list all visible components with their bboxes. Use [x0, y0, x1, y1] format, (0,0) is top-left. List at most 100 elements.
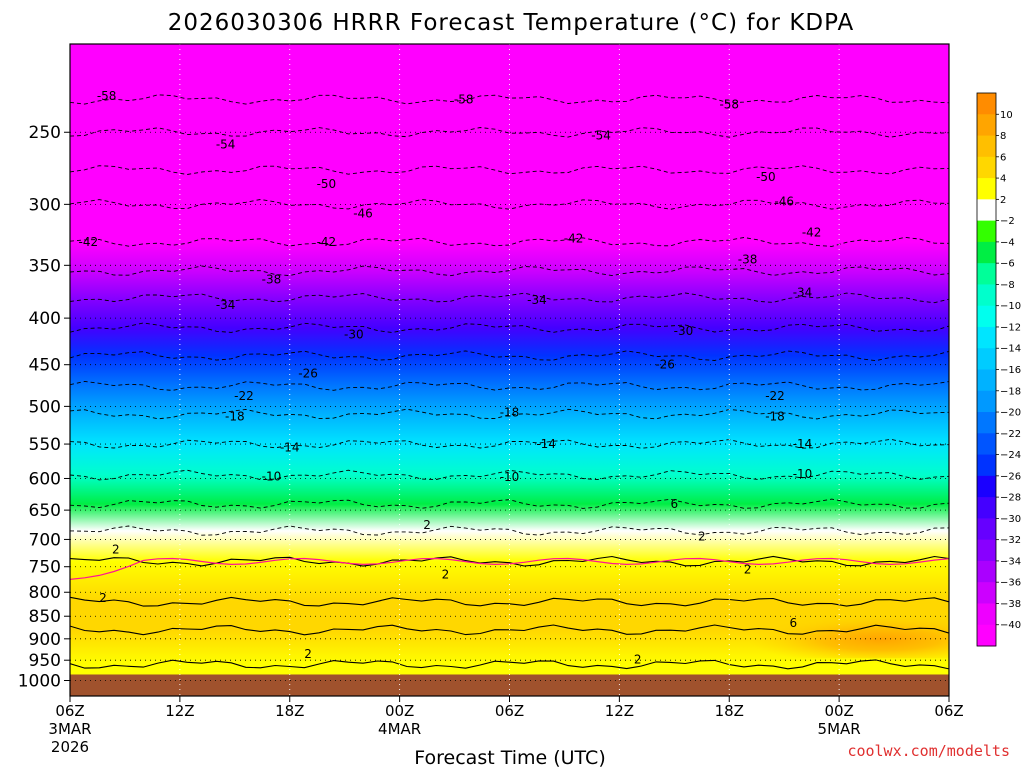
y-tick-label: 550: [29, 435, 61, 455]
chart-title: 2026030306 HRRR Forecast Temperature (°C…: [168, 10, 855, 36]
x-tick-label: 5MAR: [818, 720, 861, 738]
x-tick-label: 12Z: [165, 702, 194, 720]
x-tick-label: 18Z: [715, 702, 744, 720]
contour-line: [70, 322, 949, 333]
colorbar-label: 10: [1000, 110, 1013, 121]
contour-line: [70, 596, 949, 607]
colorbar-swatch: [977, 539, 996, 562]
contour-label: -58: [97, 89, 117, 103]
y-tick-label: 650: [29, 501, 61, 521]
contour-label: -14: [793, 437, 813, 451]
colorbar-swatch: [977, 582, 996, 604]
ground-layer: [70, 674, 949, 696]
colorbar-swatch: [977, 178, 996, 200]
x-axis-label: Forecast Time (UTC): [414, 747, 605, 768]
y-tick-label: 1000: [18, 671, 61, 691]
colorbar-swatch: [977, 475, 996, 498]
colorbar-label: 8: [1000, 131, 1006, 142]
contour-line: [70, 292, 949, 304]
contour-label: -54: [591, 128, 611, 142]
y-tick-label: 700: [29, 530, 61, 550]
contour-label: -38: [262, 273, 282, 287]
contour-label: -26: [655, 358, 675, 372]
contour-label: 2: [304, 647, 312, 661]
contour-line: [70, 236, 949, 247]
contour-label: 2: [112, 542, 120, 556]
x-tick-label: 06Z: [55, 702, 84, 720]
colorbar-swatch: [977, 220, 996, 243]
contour-label: -42: [802, 225, 822, 239]
colorbar-swatch: [977, 433, 996, 456]
contour-label: -34: [216, 298, 236, 312]
y-tick-label: 500: [29, 397, 61, 417]
contour-line: [70, 199, 949, 210]
colorbar-swatch: [977, 241, 996, 264]
y-tick-label: 600: [29, 469, 61, 489]
colorbar-swatch: [977, 156, 996, 179]
colorbar-label: −28: [1000, 493, 1021, 504]
colorbar-label: −20: [1000, 408, 1021, 419]
contour-label: -50: [756, 170, 776, 184]
contour-label: -18: [765, 410, 785, 424]
contour-line: [70, 408, 949, 420]
contour-label: -30: [344, 328, 364, 342]
credit-link[interactable]: coolwx.com/modelts: [847, 742, 1010, 760]
contour-label: 2: [698, 530, 706, 544]
contour-lines: [70, 94, 949, 670]
contour-line: [70, 380, 949, 391]
contour-line: [70, 659, 949, 670]
colorbar-label: −2: [1000, 216, 1015, 227]
x-tick-label: 06Z: [934, 702, 963, 720]
colorbar-label: 2: [1000, 195, 1006, 206]
colorbar-swatch: [977, 518, 996, 541]
contour-line: [70, 469, 949, 481]
contour-label: 2: [634, 652, 642, 666]
freezing-line: [70, 557, 949, 580]
colorbar-label: −12: [1000, 322, 1021, 333]
x-tick-label: 06Z: [495, 702, 524, 720]
contour-label: 6: [790, 616, 798, 630]
contour-label: -14: [280, 441, 300, 455]
contour-label: 6: [670, 497, 678, 511]
contour-line: [70, 438, 949, 449]
grid: [70, 44, 949, 696]
colorbar-swatch: [977, 199, 996, 222]
colorbar-swatch: [977, 93, 996, 115]
y-tick-label: 950: [29, 651, 61, 671]
colorbar-label: −32: [1000, 535, 1021, 546]
contour-label: -46: [353, 206, 373, 220]
contour-label: -50: [317, 177, 337, 191]
contour-label: -18: [500, 406, 520, 420]
colorbar-swatch: [977, 348, 996, 370]
colorbar-swatch: [977, 114, 996, 137]
contour-label: -14: [536, 437, 556, 451]
colorbar-swatch: [977, 284, 996, 307]
x-tick-label: 3MAR: [48, 720, 91, 738]
y-tick-label: 800: [29, 583, 61, 603]
colorbar-label: −4: [1000, 237, 1015, 248]
colorbar-swatch: [977, 305, 996, 328]
colorbar-swatch: [977, 412, 996, 434]
contour-label: 2: [744, 562, 752, 576]
y-tick-label: 900: [29, 630, 61, 650]
contour-label: -42: [79, 235, 99, 249]
contour-label: -46: [774, 195, 794, 209]
colorbar-label: −40: [1000, 620, 1021, 631]
contour-label: -38: [738, 253, 758, 267]
colorbar-label: −16: [1000, 365, 1021, 376]
y-tick-label: 350: [29, 256, 61, 276]
warm-core-region: [747, 616, 949, 659]
contour-label: -10: [500, 470, 520, 484]
colorbar-swatch: [977, 263, 996, 285]
colorbar-label: −8: [1000, 280, 1015, 291]
contour-label: -42: [564, 231, 584, 245]
y-tick-label: 450: [29, 356, 61, 376]
colorbar-label: 6: [1000, 152, 1006, 163]
y-tick-label: 250: [29, 123, 61, 143]
colorbar-label: −10: [1000, 301, 1021, 312]
y-tick-label: 750: [29, 558, 61, 578]
contour-label: -10: [262, 469, 282, 483]
contour-label: -18: [225, 410, 245, 424]
